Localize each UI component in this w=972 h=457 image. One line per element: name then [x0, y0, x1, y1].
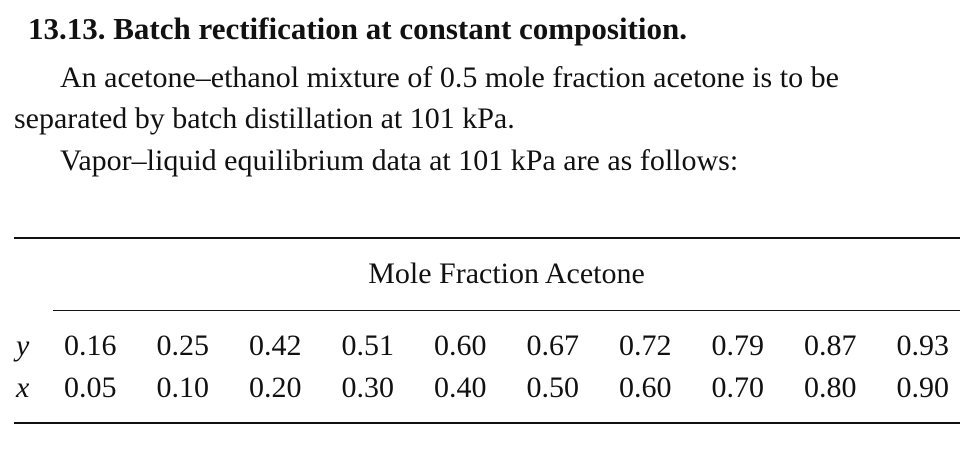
table-cell: 0.72 [619, 329, 672, 362]
table-header-rule [53, 310, 960, 311]
table-cell: 0.10 [156, 371, 210, 404]
table-cell: 0.25 [156, 329, 210, 362]
table-row-y: 0.16 0.25 0.42 0.51 0.60 0.67 0.72 0.79 … [64, 326, 964, 366]
table-cell: 0.51 [341, 329, 395, 362]
table-top-rule [14, 237, 960, 239]
table-cell: 0.67 [526, 329, 580, 362]
table-cell: 0.16 [64, 329, 117, 362]
problem-paragraph-1-line-2: separated by batch distillation at 101 k… [14, 102, 515, 135]
table-cell: 0.05 [64, 371, 117, 404]
table-cell: 0.70 [711, 371, 765, 404]
problem-paragraph-1-line-1: An acetone–ethanol mixture of 0.5 mole f… [60, 61, 839, 94]
problem-paragraph-2: Vapor–liquid equilibrium data at 101 kPa… [60, 144, 739, 177]
table-cell: 0.40 [434, 371, 487, 404]
table-cell: 0.90 [896, 371, 950, 404]
table-cell: 0.60 [434, 329, 487, 362]
table-cell: 0.80 [804, 371, 857, 404]
row-label-y: y [16, 329, 30, 362]
table-cell: 0.42 [249, 329, 302, 362]
table-cell: 0.93 [896, 329, 950, 362]
table-cell: 0.87 [804, 329, 857, 362]
row-label-x: x [16, 371, 30, 404]
table-cell: 0.30 [341, 371, 395, 404]
table-row-x: 0.05 0.10 0.20 0.30 0.40 0.50 0.60 0.70 … [64, 368, 964, 408]
table-cell: 0.20 [249, 371, 302, 404]
table-column-header: Mole Fraction Acetone [368, 257, 645, 290]
table-cell: 0.79 [711, 329, 765, 362]
table-bottom-rule [14, 422, 960, 424]
table-cell: 0.60 [619, 371, 672, 404]
table-cell: 0.50 [526, 371, 580, 404]
problem-title: 13.13. Batch rectification at constant c… [28, 11, 687, 46]
